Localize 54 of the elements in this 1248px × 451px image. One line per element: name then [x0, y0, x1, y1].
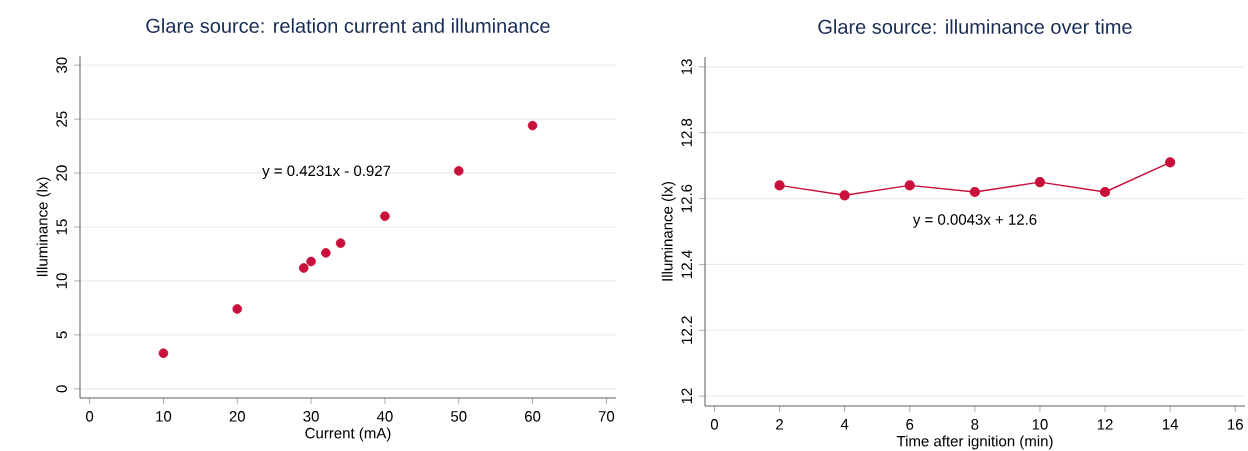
chart-title: Glare source: relation current and illuminance — [146, 18, 550, 33]
point — [335, 238, 346, 248]
chart-title: Glare source: illuminance over time — [818, 19, 1132, 34]
y-tick-label: 20 — [56, 165, 67, 181]
x-tick-label: 0 — [710, 419, 719, 430]
x-tick-label: 50 — [451, 411, 467, 422]
x-tick-label: 20 — [229, 411, 246, 422]
y-tick-label: 25 — [56, 111, 67, 127]
point — [1099, 186, 1111, 198]
point — [158, 348, 169, 359]
x-tick-label: 12 — [1097, 419, 1113, 430]
point — [232, 304, 243, 314]
x-tick-label: 30 — [303, 411, 319, 422]
x-tick-label: 10 — [156, 411, 172, 422]
point — [1165, 157, 1176, 168]
y-tick-label: 5 — [56, 331, 67, 339]
x-axis-title: Time after ignition (min) — [896, 435, 1053, 450]
x-tick-label: 10 — [1032, 419, 1048, 430]
point — [380, 211, 390, 222]
y-tick-label: 12.6 — [681, 184, 692, 213]
point — [969, 186, 980, 198]
point — [839, 190, 850, 201]
point — [298, 263, 309, 273]
y-tick-label: 30 — [56, 57, 67, 73]
x-tick-label: 8 — [971, 419, 979, 430]
point — [321, 248, 331, 258]
point — [306, 256, 316, 267]
y-tick-label: 10 — [56, 273, 67, 289]
y-tick-label: 13 — [681, 59, 692, 75]
annotation: y = 0.0043x + 12.6 — [912, 214, 1037, 228]
y-tick-label: 12.2 — [681, 316, 692, 344]
point — [527, 120, 538, 131]
x-tick-label: 16 — [1228, 419, 1243, 430]
x-tick-label: 6 — [906, 419, 914, 430]
x-tick-label: 4 — [840, 419, 849, 430]
y-axis-title: Illuminance (lx) — [661, 182, 676, 281]
y-tick-label: 12.8 — [681, 118, 692, 147]
x-tick-label: 60 — [524, 411, 541, 422]
x-tick-label: 14 — [1162, 419, 1179, 430]
x-axis-title: Current (mA) — [305, 427, 391, 442]
point — [774, 180, 785, 191]
y-tick-label: 12.4 — [681, 250, 692, 278]
y-tick-label: 12 — [681, 388, 692, 404]
x-tick-label: 0 — [86, 411, 94, 422]
y-axis-title: Illuminance (lx) — [36, 177, 51, 277]
y-tick-label: 0 — [56, 385, 67, 393]
point — [453, 166, 464, 176]
point — [1034, 177, 1046, 188]
x-tick-label: 40 — [376, 411, 393, 422]
x-tick-label: 2 — [776, 419, 783, 430]
point — [904, 180, 915, 191]
annotation: y = 0.4231x - 0.927 — [262, 165, 391, 180]
x-tick-label: 70 — [598, 411, 615, 422]
y-tick-label: 15 — [56, 219, 67, 235]
